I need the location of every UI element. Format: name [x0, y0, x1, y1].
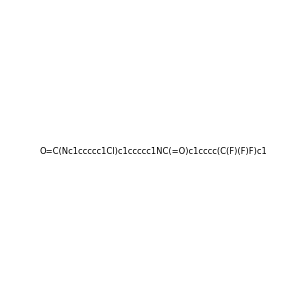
Text: O=C(Nc1ccccc1Cl)c1ccccc1NC(=O)c1cccc(C(F)(F)F)c1: O=C(Nc1ccccc1Cl)c1ccccc1NC(=O)c1cccc(C(F…	[40, 147, 268, 156]
